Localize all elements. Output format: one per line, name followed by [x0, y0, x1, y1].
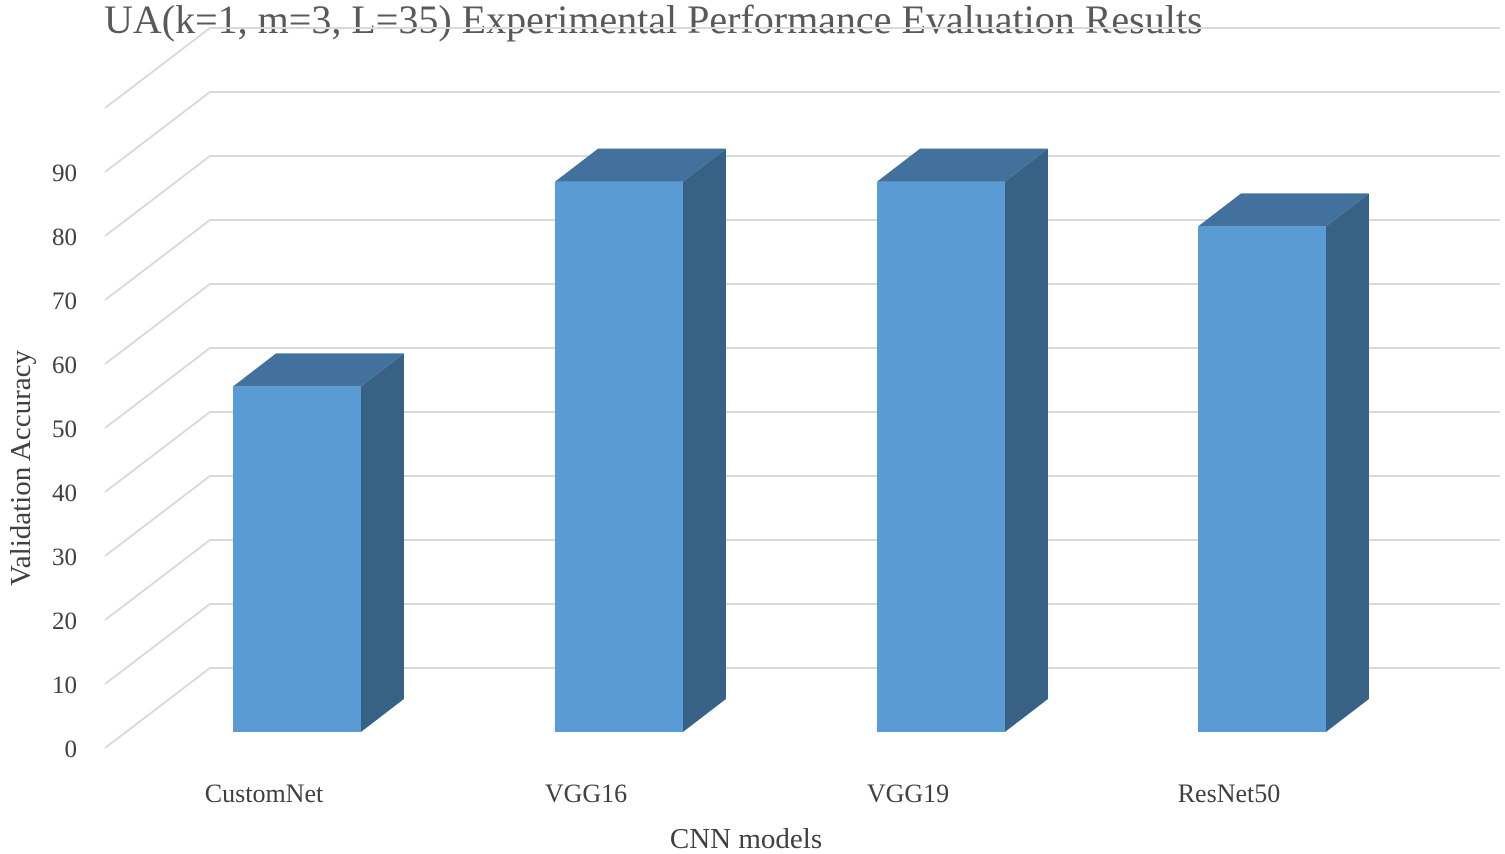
y-tick-label: 40	[52, 480, 77, 507]
y-tick-label: 90	[52, 160, 77, 187]
y-tick-label: 30	[52, 544, 77, 571]
gridline	[104, 603, 1500, 685]
bar-side	[361, 353, 404, 732]
bar-front	[1198, 226, 1326, 732]
y-axis-ticks: 0 10 20 30 40 50 60 70 80 90	[52, 160, 77, 763]
gridline	[104, 91, 1500, 173]
gridline	[104, 27, 1500, 109]
x-axis-label: CNN models	[670, 823, 822, 854]
y-tick-label: 0	[65, 736, 78, 763]
gridline	[104, 347, 1500, 429]
gridline	[104, 411, 1500, 493]
bar-top	[877, 148, 1048, 182]
x-axis-categories: CustomNet VGG16 VGG19 ResNet50	[205, 779, 1281, 808]
bar-vgg19	[877, 148, 1048, 733]
x-category-label: VGG16	[545, 779, 627, 808]
gridline	[104, 155, 1500, 237]
y-tick-label: 20	[52, 608, 77, 635]
bar-top	[233, 353, 404, 387]
chart-title: UA(k=1, m=3, L=35) Experimental Performa…	[104, 0, 1203, 42]
y-tick-label: 60	[52, 352, 77, 379]
bar-top	[555, 148, 726, 182]
bar-front	[555, 181, 683, 733]
y-tick-label: 70	[52, 288, 77, 315]
bar-customnet	[233, 353, 404, 732]
bar-front	[877, 181, 1005, 733]
gridlines	[104, 27, 1500, 749]
bar-side	[683, 148, 726, 733]
y-axis-label: Validation Accuracy	[5, 350, 37, 586]
bars	[233, 148, 1369, 733]
gridline	[104, 219, 1500, 301]
x-category-label: ResNet50	[1178, 779, 1281, 808]
gridline	[104, 539, 1500, 621]
bar-resnet50	[1198, 193, 1369, 732]
gridline	[104, 475, 1500, 557]
gridline	[104, 283, 1500, 365]
bar-side	[1326, 193, 1369, 732]
bar-side	[1005, 148, 1048, 733]
y-tick-label: 10	[52, 672, 77, 699]
gridline	[104, 667, 1500, 749]
y-tick-label: 50	[52, 416, 77, 443]
bar-front	[233, 386, 361, 732]
y-tick-label: 80	[52, 224, 77, 251]
bar-top	[1198, 193, 1369, 227]
x-category-label: VGG19	[867, 779, 949, 808]
bar-vgg16	[555, 148, 726, 733]
x-category-label: CustomNet	[205, 779, 324, 808]
